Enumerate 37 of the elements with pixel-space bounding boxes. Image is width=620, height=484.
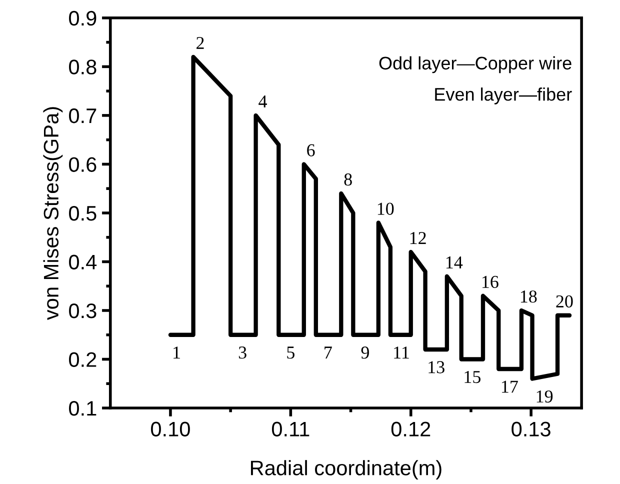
annotation: 4 [258, 96, 267, 108]
annotation: 3 [238, 346, 246, 359]
x-axis-title: Radial coordinate(m) [250, 460, 442, 480]
y-tick-label: 0.3 [69, 303, 96, 318]
annotation: 12 [410, 232, 426, 244]
annotation: 9 [361, 346, 369, 359]
annotation: 17 [502, 380, 518, 393]
annotation: 20 [556, 295, 573, 308]
annotation: 16 [482, 276, 498, 288]
annotation: Odd layer—Copper wire [379, 56, 572, 74]
annotation: 6 [307, 144, 315, 156]
annotation: Even layer—fiber [435, 88, 572, 104]
x-tick-label: 0.13 [512, 422, 550, 437]
annotation: 11 [394, 346, 409, 359]
y-tick-label: 0.4 [69, 254, 97, 270]
y-tick-label: 0.1 [69, 401, 96, 416]
annotation: 14 [446, 256, 463, 268]
y-tick-label: 0.5 [69, 206, 96, 221]
y-tick-label: 0.9 [69, 10, 96, 26]
x-tick-label: 0.10 [151, 422, 190, 437]
y-tick-label: 0.2 [69, 352, 96, 368]
annotation: 1 [174, 346, 180, 359]
y-axis-title: von Mises Stress(GPa) [43, 107, 63, 320]
y-tick-label: 0.7 [69, 108, 96, 124]
x-tick-label: 0.11 [272, 422, 310, 437]
annotation: 5 [287, 346, 294, 359]
y-tick-label: 0.6 [69, 157, 96, 172]
annotation: 13 [428, 361, 444, 374]
annotation: 15 [464, 370, 480, 384]
y-tick-label: 0.8 [69, 60, 96, 74]
annotation: 10 [378, 202, 394, 215]
annotation: 2 [196, 36, 204, 49]
x-tick-label: 0.12 [391, 422, 430, 437]
annotation: 8 [344, 173, 352, 186]
annotation: 7 [324, 346, 332, 359]
annotation: 18 [520, 290, 537, 303]
annotation: 19 [536, 390, 553, 403]
